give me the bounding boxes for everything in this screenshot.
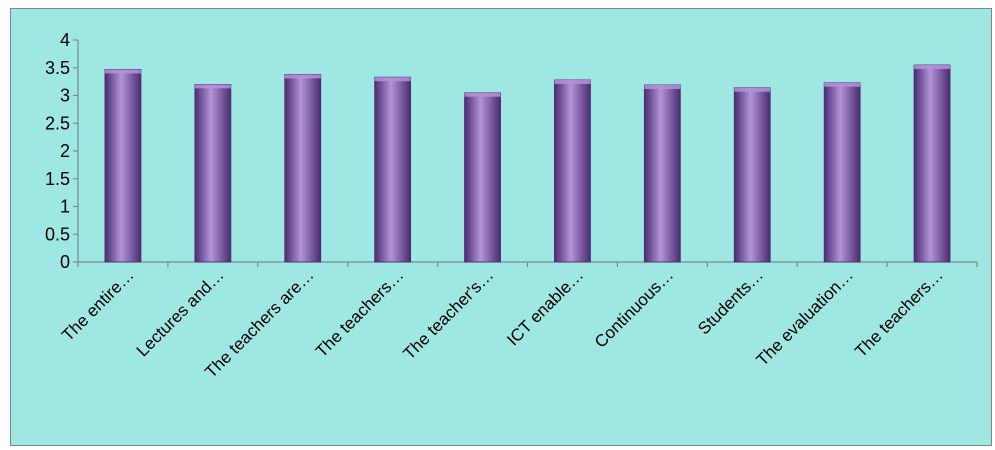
bar xyxy=(284,74,322,263)
bar-top-highlight xyxy=(464,92,501,97)
x-category-label: Students… xyxy=(694,265,767,338)
bar xyxy=(823,82,861,263)
bar xyxy=(913,64,951,263)
y-tick-label: 4 xyxy=(60,30,70,50)
x-category-label: The entire… xyxy=(58,265,138,345)
bar xyxy=(104,69,142,263)
bar xyxy=(194,84,232,263)
x-category-label: ICT enable… xyxy=(503,265,587,349)
bar xyxy=(554,79,591,263)
y-axis: 0 0.5 1 1.5 2 2.5 3 3.5 4 xyxy=(45,30,79,272)
bar-top-highlight xyxy=(914,64,951,69)
bar xyxy=(643,84,681,263)
y-tick-label: 2 xyxy=(60,141,70,161)
bar-top-highlight xyxy=(374,77,411,82)
y-tick-label: 2.5 xyxy=(45,113,70,133)
x-category-label: Lectures and… xyxy=(133,265,228,360)
x-category-label: The teacher's… xyxy=(399,265,497,363)
bar-top-highlight xyxy=(104,69,141,74)
bar-top-highlight xyxy=(284,74,321,79)
bar-top-highlight xyxy=(734,87,771,92)
x-category-label: The teachers… xyxy=(312,265,408,361)
y-tick-label: 1 xyxy=(60,197,70,217)
y-tick-label: 0.5 xyxy=(45,224,70,244)
x-category-label: The teachers… xyxy=(851,265,947,361)
y-tick-label: 0 xyxy=(60,252,70,272)
bar xyxy=(733,87,771,263)
bar-top-highlight xyxy=(824,82,861,87)
x-category-label: Continuous… xyxy=(591,265,677,351)
bar-top-highlight xyxy=(644,84,681,89)
bar xyxy=(464,92,501,263)
y-tick-label: 3.5 xyxy=(45,58,70,78)
y-tick-label: 3 xyxy=(60,86,70,106)
bar-top-highlight xyxy=(194,84,231,89)
y-tick-label: 1.5 xyxy=(45,169,70,189)
x-axis: The entire…Lectures and…The teachers are… xyxy=(58,261,978,382)
bar xyxy=(374,76,412,263)
bar-top-highlight xyxy=(554,79,591,84)
x-category-label: The evaluation… xyxy=(753,265,857,369)
bars xyxy=(104,64,951,263)
